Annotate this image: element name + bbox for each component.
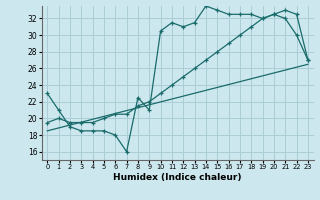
X-axis label: Humidex (Indice chaleur): Humidex (Indice chaleur) xyxy=(113,173,242,182)
